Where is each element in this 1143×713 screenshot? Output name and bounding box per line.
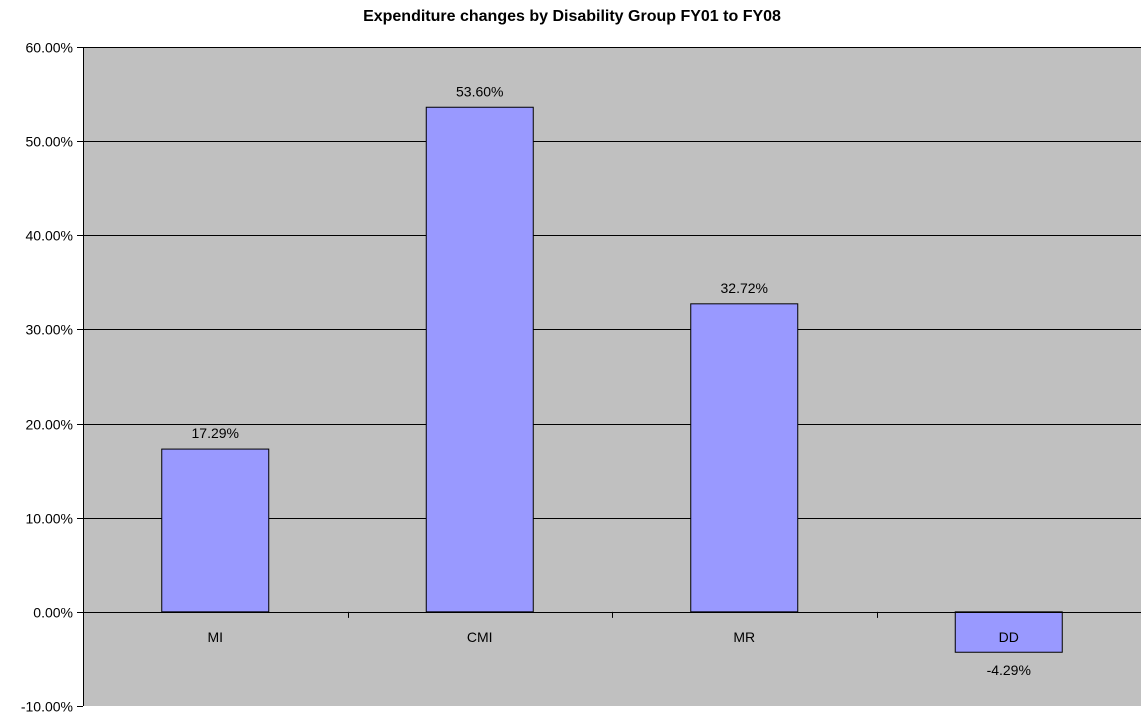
data-label-mi: 17.29% [192, 425, 239, 441]
data-label-dd: -4.29% [987, 662, 1031, 678]
data-labels: 17.29% 53.60% 32.72% -4.29% [192, 83, 1031, 678]
y-tick-label: 30.00% [26, 322, 73, 338]
chart-title: Expenditure changes by Disability Group … [363, 8, 781, 25]
x-tick-label-mi: MI [207, 629, 223, 645]
y-tick-label: 50.00% [26, 134, 73, 150]
y-tick-label: -10.00% [21, 699, 73, 713]
y-tick-label: 20.00% [26, 417, 73, 433]
y-tick-label: 60.00% [26, 40, 73, 56]
data-label-cmi: 53.60% [456, 83, 503, 99]
data-label-mr: 32.72% [721, 280, 768, 296]
y-axis-ticks: -10.00% 0.00% 10.00% 20.00% 30.00% 40.00% 50.0… [21, 40, 83, 713]
x-tick-label-dd: DD [999, 629, 1019, 645]
y-tick-label: 10.00% [26, 511, 73, 527]
bars [161, 106, 1063, 653]
bar-dd [954, 611, 1063, 653]
x-tick-label-cmi: CMI [467, 629, 493, 645]
y-tick-label: 0.00% [33, 605, 73, 621]
bar-mr [690, 303, 799, 613]
x-tick-label-mr: MR [733, 629, 755, 645]
bar-mi [161, 448, 270, 613]
x-axis-ticks: MI CMI MR DD [207, 611, 1019, 645]
y-tick-label: 40.00% [26, 228, 73, 244]
bar-cmi [425, 106, 534, 613]
